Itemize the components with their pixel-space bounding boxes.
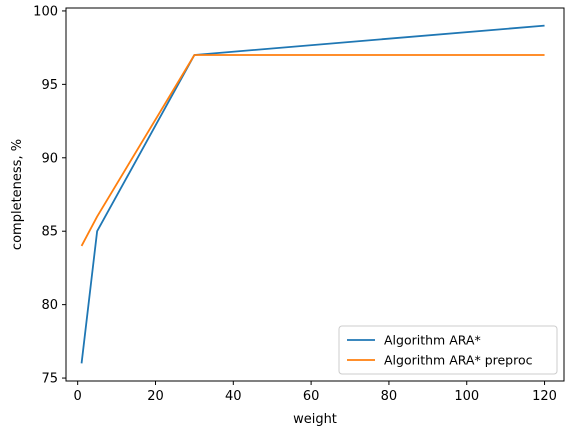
y-tick-label: 85 xyxy=(41,225,58,240)
y-axis-title: completeness, % xyxy=(10,139,25,250)
legend-label-2: Algorithm ARA* preproc xyxy=(384,353,533,368)
legend-label-1: Algorithm ARA* xyxy=(384,333,481,348)
x-tick-label: 40 xyxy=(225,389,242,404)
legend-box xyxy=(338,325,558,375)
x-tick-label: 60 xyxy=(303,389,320,404)
series-line-2 xyxy=(80,54,545,247)
y-tick-label: 100 xyxy=(33,4,58,19)
x-tick-label: 80 xyxy=(381,389,398,404)
x-axis-title: weight xyxy=(293,412,337,427)
plot-frame xyxy=(65,7,565,382)
x-tick-label: 0 xyxy=(74,389,82,404)
plot-marks xyxy=(80,24,545,364)
x-tick-label: 120 xyxy=(532,389,557,404)
y-axis: 75 80 85 90 95 100 xyxy=(33,4,66,387)
legend: Algorithm ARA* Algorithm ARA* preproc xyxy=(338,325,558,375)
x-tick-label: 100 xyxy=(454,389,479,404)
y-tick-label: 90 xyxy=(41,151,58,166)
y-tick-label: 75 xyxy=(41,372,58,387)
y-tick-label: 80 xyxy=(41,298,58,313)
x-tick-label: 20 xyxy=(147,389,164,404)
y-tick-label: 95 xyxy=(41,78,58,93)
x-axis: 0 20 40 60 80 100 120 xyxy=(74,381,557,404)
series-line-1 xyxy=(80,24,545,364)
